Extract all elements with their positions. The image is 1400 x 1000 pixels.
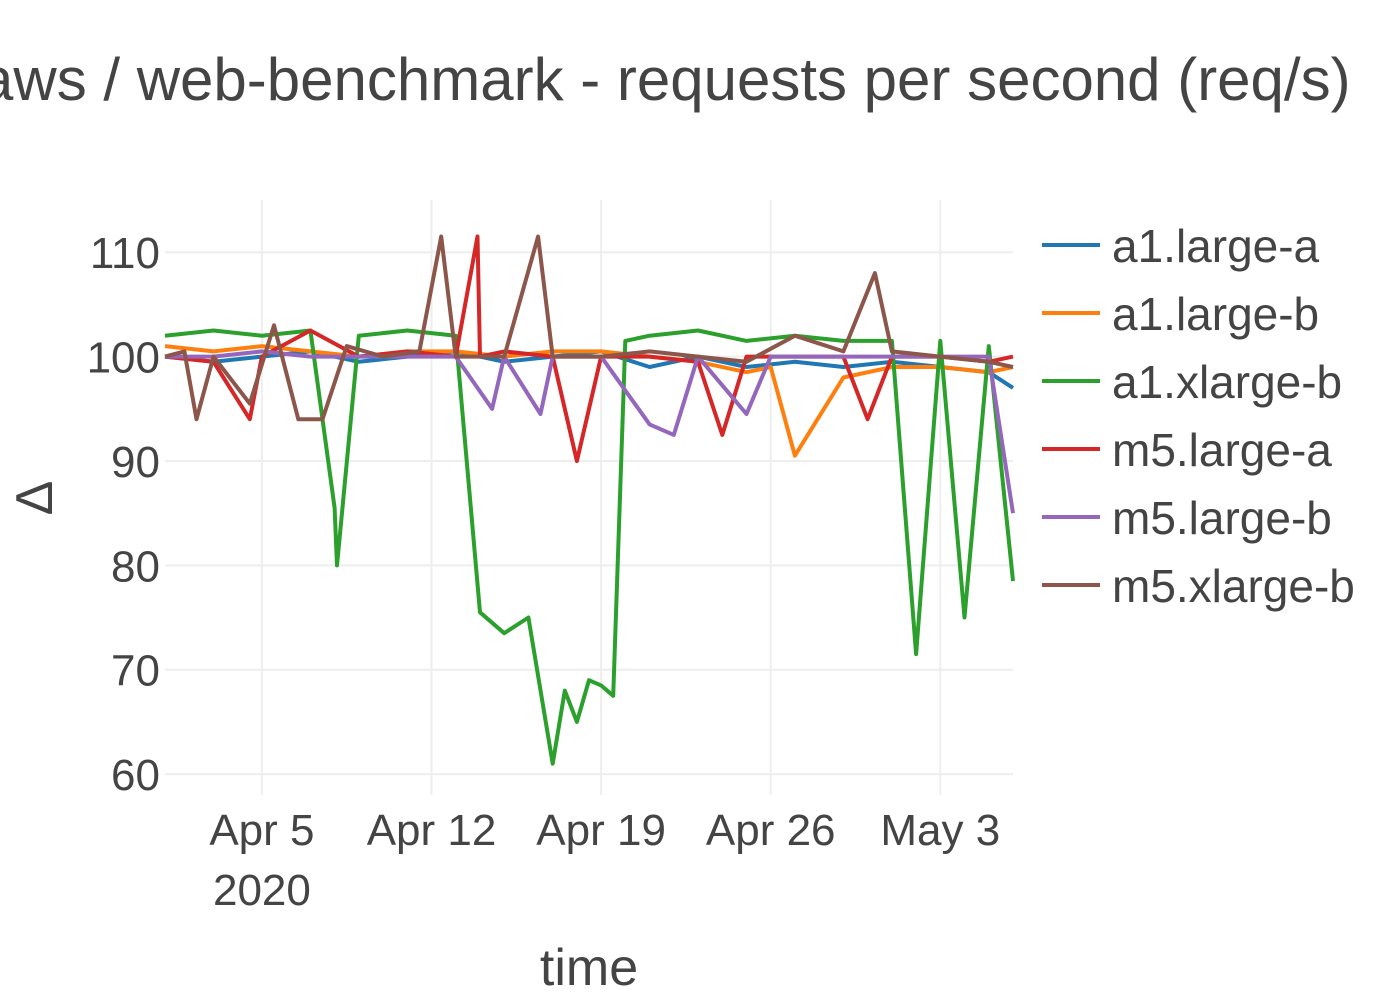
legend: a1.large-a a1.large-b a1.xlarge-b m5.large-… xyxy=(1042,220,1355,612)
x-tick-label: May 3 xyxy=(880,806,1000,855)
y-tick-labels: 60 70 80 90 100 110 xyxy=(87,229,160,800)
x-axis-label: time xyxy=(540,939,638,997)
series-line-m5-large-a xyxy=(164,234,1014,463)
y-tick-label: 90 xyxy=(111,438,160,487)
chart-title-text: aws / web-benchmark - requests per secon… xyxy=(0,46,1351,113)
x-tick-labels: Apr 5 2020 Apr 12 Apr 19 Apr 26 May 3 xyxy=(209,806,1000,915)
x-tick-sublabel: 2020 xyxy=(213,866,311,915)
grid-lines xyxy=(165,200,1013,795)
y-tick-label: 100 xyxy=(87,334,160,383)
y-tick-label: 80 xyxy=(111,542,160,591)
x-tick-label: Apr 12 xyxy=(367,806,497,855)
legend-label: m5.xlarge-b xyxy=(1112,560,1355,612)
series-lines xyxy=(164,234,1015,766)
y-tick-label: 110 xyxy=(90,229,160,278)
x-tick-label: Apr 19 xyxy=(536,806,666,855)
y-tick-label: 70 xyxy=(111,647,160,696)
legend-label: a1.large-a xyxy=(1112,220,1320,272)
series-line-a1-xlarge-b xyxy=(164,328,1015,766)
legend-label: m5.large-a xyxy=(1112,424,1332,476)
legend-label: a1.large-b xyxy=(1112,288,1319,340)
legend-label: m5.large-b xyxy=(1112,492,1332,544)
x-tick-label: Apr 26 xyxy=(706,806,836,855)
y-axis-label: Δ xyxy=(6,481,64,516)
chart-title: aws / web-benchmark - requests per secon… xyxy=(0,40,1400,120)
series-line-m5-xlarge-b xyxy=(164,234,1014,422)
y-tick-label: 60 xyxy=(111,751,160,800)
x-tick-label: Apr 5 xyxy=(209,806,314,855)
legend-label: a1.xlarge-b xyxy=(1112,356,1342,408)
